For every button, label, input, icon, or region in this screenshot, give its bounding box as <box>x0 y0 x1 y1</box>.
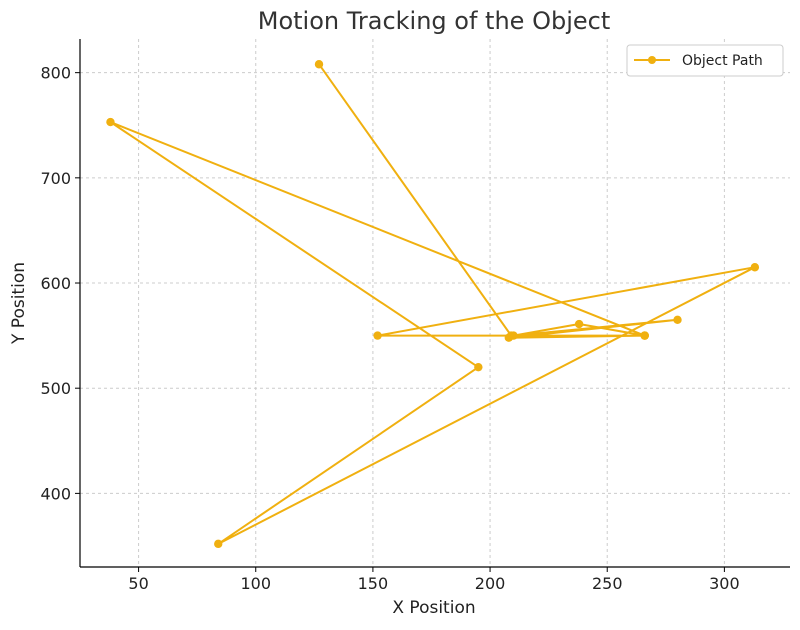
grid <box>80 39 790 567</box>
data-point <box>214 539 223 549</box>
legend-box <box>626 44 784 77</box>
chart-title: Motion Tracking of the Object <box>258 7 610 35</box>
series <box>106 60 760 549</box>
x-tick-label: 200 <box>475 574 506 593</box>
y-tick-label: 700 <box>40 169 71 188</box>
y-axis-label: Y Position <box>9 262 29 345</box>
x-axis-label: X Position <box>392 598 475 618</box>
data-point <box>504 333 514 342</box>
data-point <box>640 331 649 340</box>
y-tick-label: 800 <box>40 64 71 83</box>
data-point <box>314 60 324 69</box>
axes-spines <box>79 39 790 568</box>
data-point <box>574 319 584 329</box>
data-point <box>750 263 760 272</box>
series-line <box>109 63 756 545</box>
data-point <box>673 315 682 325</box>
x-tick-label: 250 <box>592 574 623 593</box>
x-tick-label: 300 <box>709 574 740 593</box>
data-point <box>373 331 382 340</box>
legend: Object Path <box>626 44 784 77</box>
y-tick-label: 600 <box>40 274 71 293</box>
x-tick-label: 100 <box>240 574 271 593</box>
y-tick-label: 500 <box>40 379 71 398</box>
ticks: 50 100 150 200 250 300 400 500 600 700 800 <box>40 64 739 593</box>
x-tick-label: 50 <box>128 574 148 593</box>
legend-marker-swatch <box>648 56 656 64</box>
y-tick-label: 400 <box>40 484 71 503</box>
legend-label: Object Path <box>682 53 763 69</box>
data-point <box>474 362 483 372</box>
data-point <box>106 117 115 127</box>
x-tick-label: 150 <box>358 574 389 593</box>
